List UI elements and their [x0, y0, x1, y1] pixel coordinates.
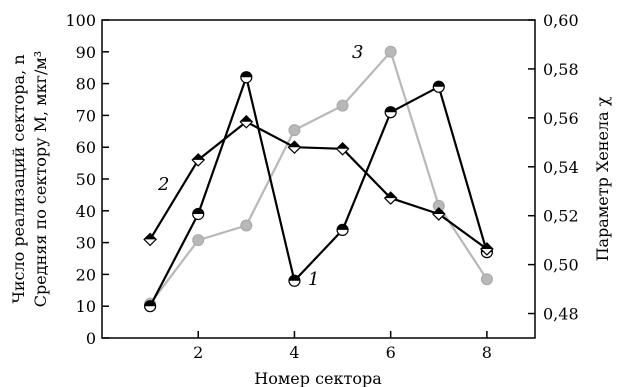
- series-2-point: [191, 153, 206, 167]
- y-right-tick-label: 0,58: [543, 60, 579, 79]
- y-left-tick-label: 50: [76, 170, 96, 189]
- series-2-point: [383, 191, 398, 205]
- y-right-tick-label: 0,52: [543, 207, 579, 226]
- y-right-tick-label: 0,54: [543, 158, 579, 177]
- series-1-label: 1: [308, 269, 319, 290]
- y-left-tick-label: 0: [86, 329, 96, 348]
- series-1-point: [144, 300, 157, 313]
- x-tick-label: 4: [289, 343, 299, 362]
- series-2-point: [239, 114, 254, 129]
- y-right-tick-label: 0,48: [543, 305, 579, 324]
- series-2: [143, 114, 494, 256]
- series-3-point: [336, 99, 349, 112]
- series-3-line: [149, 50, 488, 305]
- y-left-tick-label: 60: [76, 138, 96, 157]
- series-2-line: [149, 120, 488, 250]
- y-left-axis-ticks: 0 10 20 30 40 50 60 70 80 90 100: [65, 11, 109, 348]
- y-left-tick-label: 10: [76, 297, 96, 316]
- series-3-point: [480, 273, 493, 286]
- y-left-tick-label: 100: [65, 11, 96, 30]
- series-1-point: [432, 80, 445, 93]
- series-layer: [143, 45, 494, 313]
- series-1-line: [149, 76, 488, 307]
- series-1-point: [288, 274, 301, 287]
- y-left-axis-title-2: Средняя по сектору M, мкг/м³: [31, 51, 50, 307]
- series-2-point: [143, 232, 157, 247]
- y-right-axis-ticks: 0,48 0,50 0,52 0,54 0,56 0,58 0,60: [528, 11, 579, 324]
- series-3: [144, 45, 493, 310]
- series-1-point: [192, 207, 205, 221]
- x-axis-ticks: 2 4 6 8: [193, 331, 492, 362]
- series-2-point: [287, 140, 302, 155]
- y-left-axis-title-1: Число реализаций сектора, n: [9, 54, 28, 303]
- x-tick-label: 2: [193, 343, 203, 362]
- y-right-tick-label: 0,50: [543, 256, 579, 275]
- y-left-tick-label: 70: [76, 106, 96, 125]
- series-2-point: [480, 242, 494, 256]
- y-left-tick-label: 80: [76, 75, 96, 94]
- series-2-point: [431, 207, 446, 221]
- y-right-tick-label: 0,60: [543, 11, 579, 30]
- series-1-point: [336, 223, 349, 236]
- y-left-tick-label: 20: [76, 265, 96, 284]
- x-axis-title: Номер сектора: [254, 369, 382, 387]
- y-right-tick-label: 0,56: [543, 109, 579, 128]
- series-2-label: 2: [157, 174, 169, 195]
- y-left-tick-label: 40: [76, 202, 96, 221]
- series-3-point: [192, 234, 205, 247]
- y-right-axis-title: Параметр Хенела χ: [593, 96, 612, 261]
- series-1-point: [384, 106, 397, 119]
- series-2-point: [335, 141, 350, 156]
- series-1-point: [240, 71, 253, 84]
- y-left-tick-label: 90: [76, 43, 96, 62]
- series-3-point: [384, 45, 397, 58]
- series-3-label: 3: [352, 42, 363, 63]
- series-1: [144, 71, 493, 313]
- y-left-tick-label: 30: [76, 234, 96, 253]
- x-tick-label: 6: [386, 343, 396, 362]
- series-3-point: [288, 124, 301, 137]
- x-tick-label: 8: [482, 343, 492, 362]
- series-3-point: [240, 219, 253, 232]
